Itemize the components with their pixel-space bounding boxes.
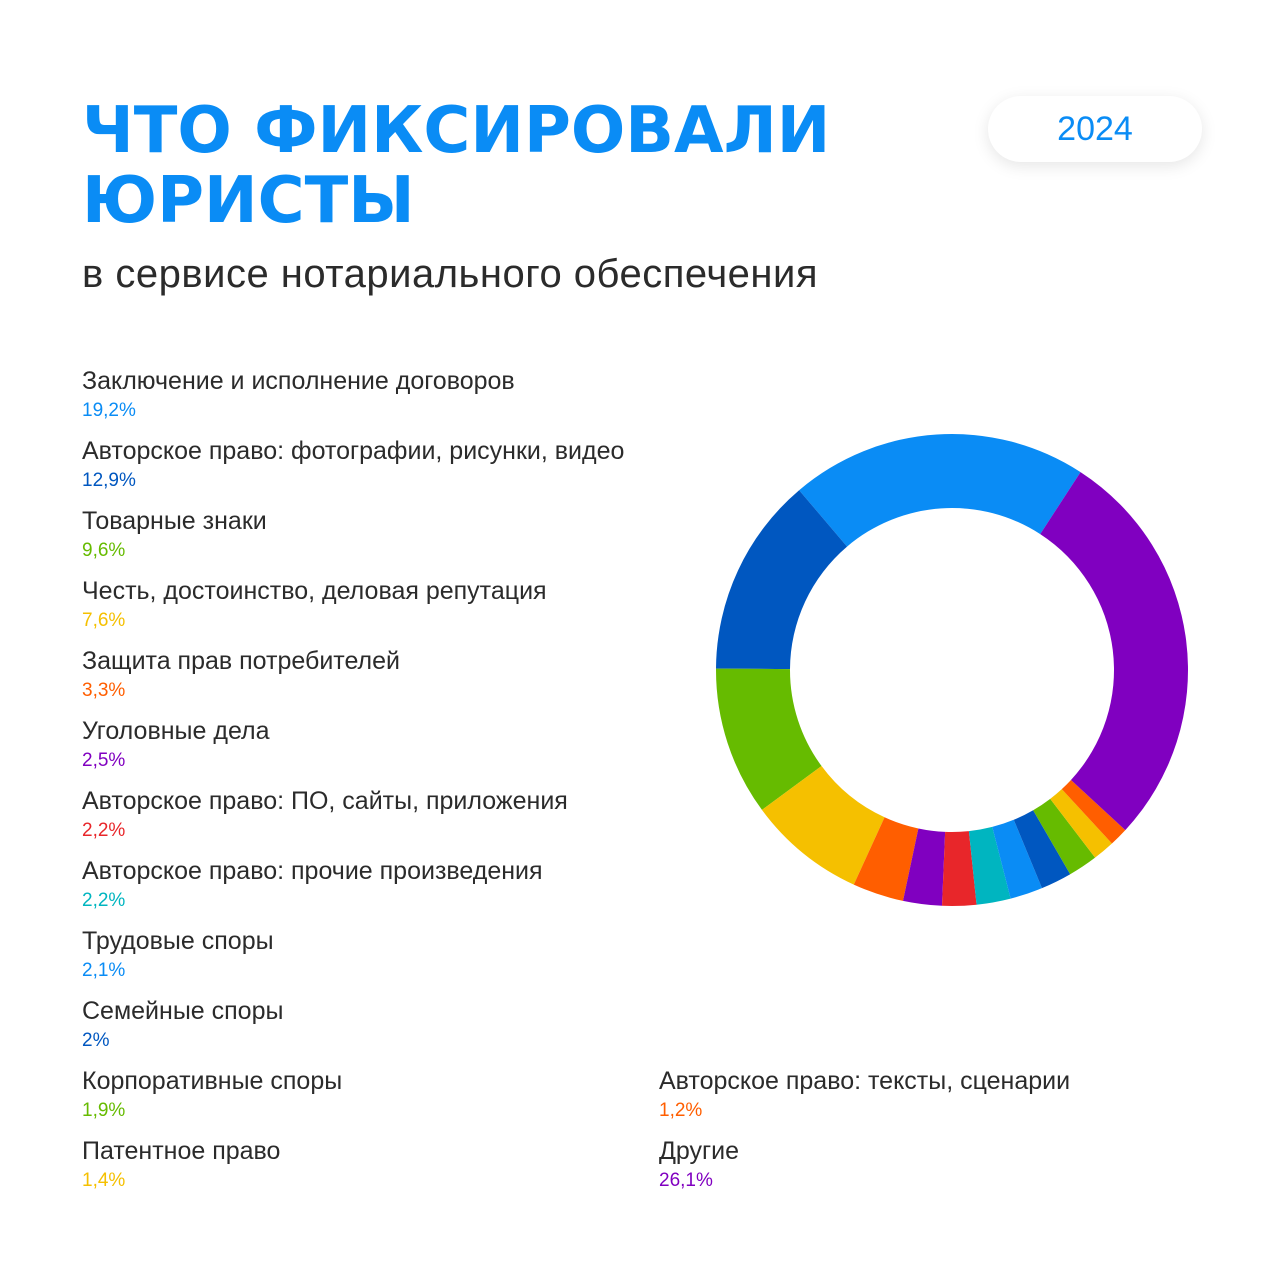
legend-value: 2% [82, 1030, 110, 1051]
donut-slice [1050, 789, 1112, 858]
legend-label: Авторское право: тексты, сценарии [659, 1067, 1071, 1095]
donut-slice [761, 766, 885, 885]
donut-slice [942, 831, 977, 906]
donut-slice [968, 826, 1011, 905]
year-badge: 2024 [988, 96, 1202, 162]
legend-item: Авторское право: прочие произведения 2,2% [82, 856, 543, 913]
legend-item: Трудовые споры 2,1% [82, 926, 274, 983]
legend-value: 2,2% [82, 890, 126, 911]
legend-label: Честь, достоинство, деловая репутация [82, 577, 547, 605]
legend-label: Заключение и исполнение договоров [82, 367, 515, 395]
legend-item: Семейные споры 2% [82, 996, 283, 1053]
legend-item: Корпоративные споры 1,9% [82, 1066, 342, 1123]
legend-label: Патентное право [82, 1137, 281, 1165]
donut-slice [716, 668, 822, 810]
legend-value: 1,9% [82, 1100, 126, 1121]
donut-slice [853, 817, 919, 901]
title-line-1: ЧТО ФИКСИРОВАЛИ [82, 94, 831, 168]
legend-item: Авторское право: тексты, сценарии 1,2% [659, 1066, 1070, 1123]
legend-value: 2,5% [82, 750, 126, 771]
donut-slice [716, 490, 848, 670]
legend-label: Трудовые споры [82, 927, 274, 955]
legend-label: Другие [659, 1137, 740, 1165]
donut-slice [1013, 810, 1071, 889]
legend-label: Семейные споры [82, 997, 284, 1025]
donut-slice [1040, 472, 1188, 831]
legend-label: Авторское право: прочие произведения [82, 857, 543, 885]
legend-label: Защита прав потребителей [82, 647, 400, 675]
donut-slice [992, 819, 1042, 899]
donut-chart [716, 434, 1188, 906]
legend-value: 3,3% [82, 680, 126, 701]
title-line-2: ЮРИСТЫ [82, 164, 415, 238]
legend-value: 12,9% [82, 470, 136, 491]
legend-item: Патентное право 1,4% [82, 1136, 280, 1193]
donut-slice [903, 828, 946, 906]
page-title: ЧТО ФИКСИРОВАЛИ ЮРИСТЫ [82, 96, 830, 236]
legend-item: Авторское право: фотографии, рисунки, ви… [82, 436, 624, 493]
legend-item: Честь, достоинство, деловая репутация 7,6… [82, 576, 547, 633]
legend-value: 7,6% [82, 610, 126, 631]
page-subtitle: в сервисе нотариального обеспечения [82, 252, 819, 296]
legend-item: Заключение и исполнение договоров 19,2% [82, 366, 515, 423]
legend-label: Корпоративные споры [82, 1067, 343, 1095]
legend-item: Уголовные дела 2,5% [82, 716, 270, 773]
legend-label: Авторское право: фотографии, рисунки, ви… [82, 437, 625, 465]
legend-item: Товарные знаки 9,6% [82, 506, 267, 563]
legend-value: 2,2% [82, 820, 126, 841]
legend-item: Авторское право: ПО, сайты, приложения 2,… [82, 786, 568, 843]
legend-value: 26,1% [659, 1170, 713, 1191]
legend-label: Товарные знаки [82, 507, 267, 535]
legend-value: 2,1% [82, 960, 126, 981]
legend-value: 1,2% [659, 1100, 703, 1121]
legend-label: Авторское право: ПО, сайты, приложения [82, 787, 568, 815]
donut-slice [1033, 798, 1096, 875]
legend-value: 1,4% [82, 1170, 126, 1191]
legend-item: Защита прав потребителей 3,3% [82, 646, 400, 703]
legend-value: 9,6% [82, 540, 126, 561]
donut-slice [799, 434, 1081, 547]
legend-item: Другие 26,1% [659, 1136, 739, 1193]
legend-label: Уголовные дела [82, 717, 270, 745]
legend-value: 19,2% [82, 400, 136, 421]
donut-slice [1061, 779, 1126, 844]
